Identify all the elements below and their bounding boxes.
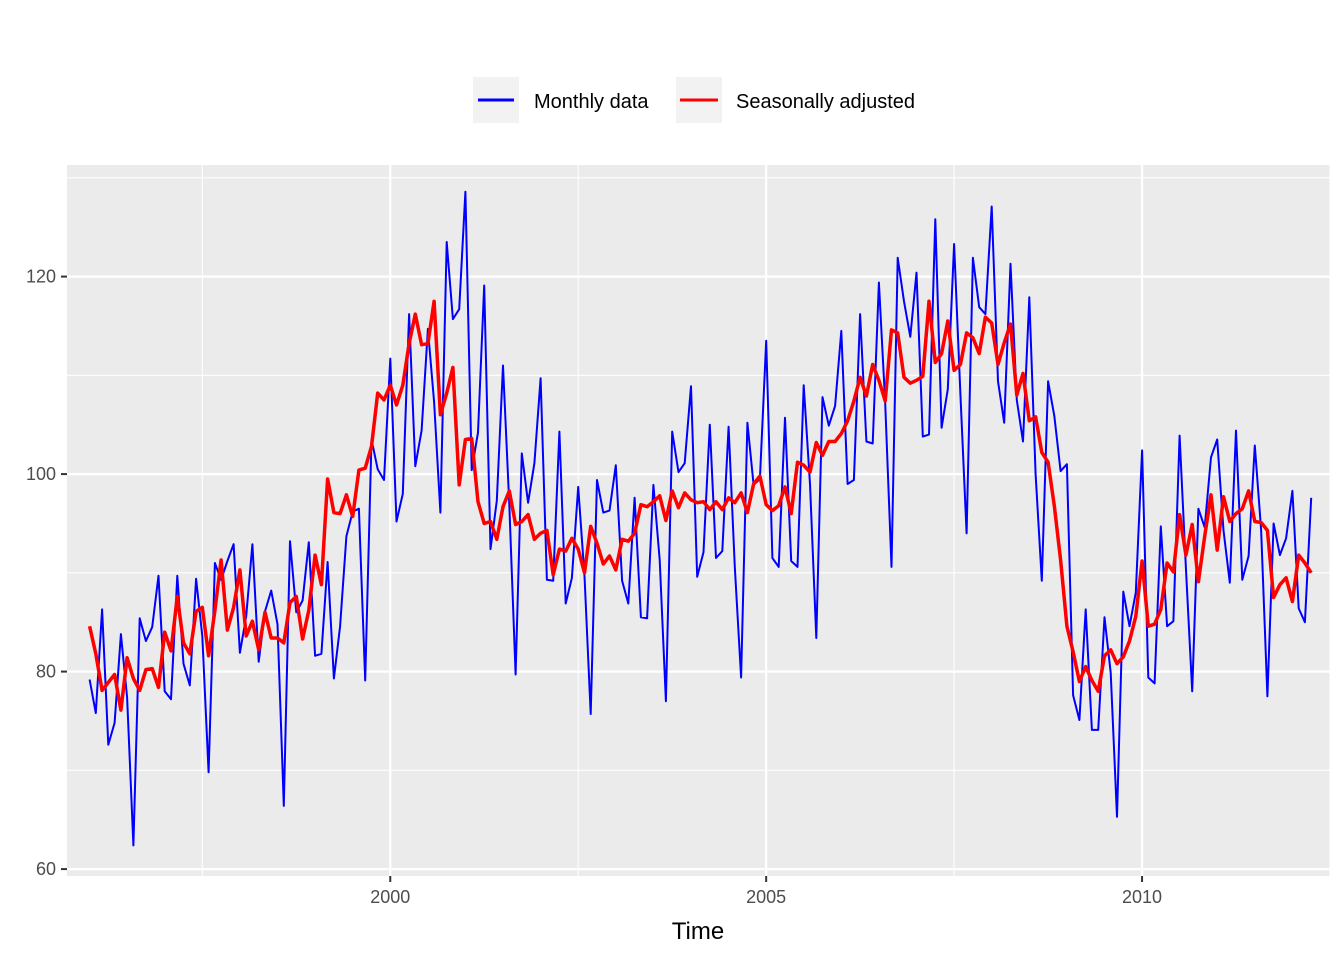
- series-line-monthly-data: [88, 190, 1313, 847]
- grid-minor: [67, 165, 1331, 876]
- y-axis: 60 80 100 120: [26, 267, 67, 879]
- legend-label-adjusted: Seasonally adjusted: [736, 91, 915, 113]
- grid-major: [67, 165, 1330, 876]
- y-tick-label: 60: [36, 859, 56, 879]
- plot-panel: [67, 165, 1330, 876]
- series-layer: [87, 190, 1313, 847]
- x-axis: 2000 2005 2010: [370, 876, 1162, 907]
- x-axis-title: Time: [672, 918, 724, 945]
- y-tick-label: 80: [36, 662, 56, 682]
- y-tick-label: 120: [26, 267, 56, 287]
- legend: Monthly data Seasonally adjusted: [473, 77, 915, 123]
- x-tick-label: 2005: [746, 887, 786, 907]
- series-line-seasonally-adjusted: [87, 299, 1313, 712]
- x-tick-label: 2010: [1122, 887, 1162, 907]
- y-tick-label: 100: [26, 464, 56, 484]
- x-tick-label: 2000: [370, 887, 410, 907]
- legend-label-monthly: Monthly data: [534, 91, 649, 113]
